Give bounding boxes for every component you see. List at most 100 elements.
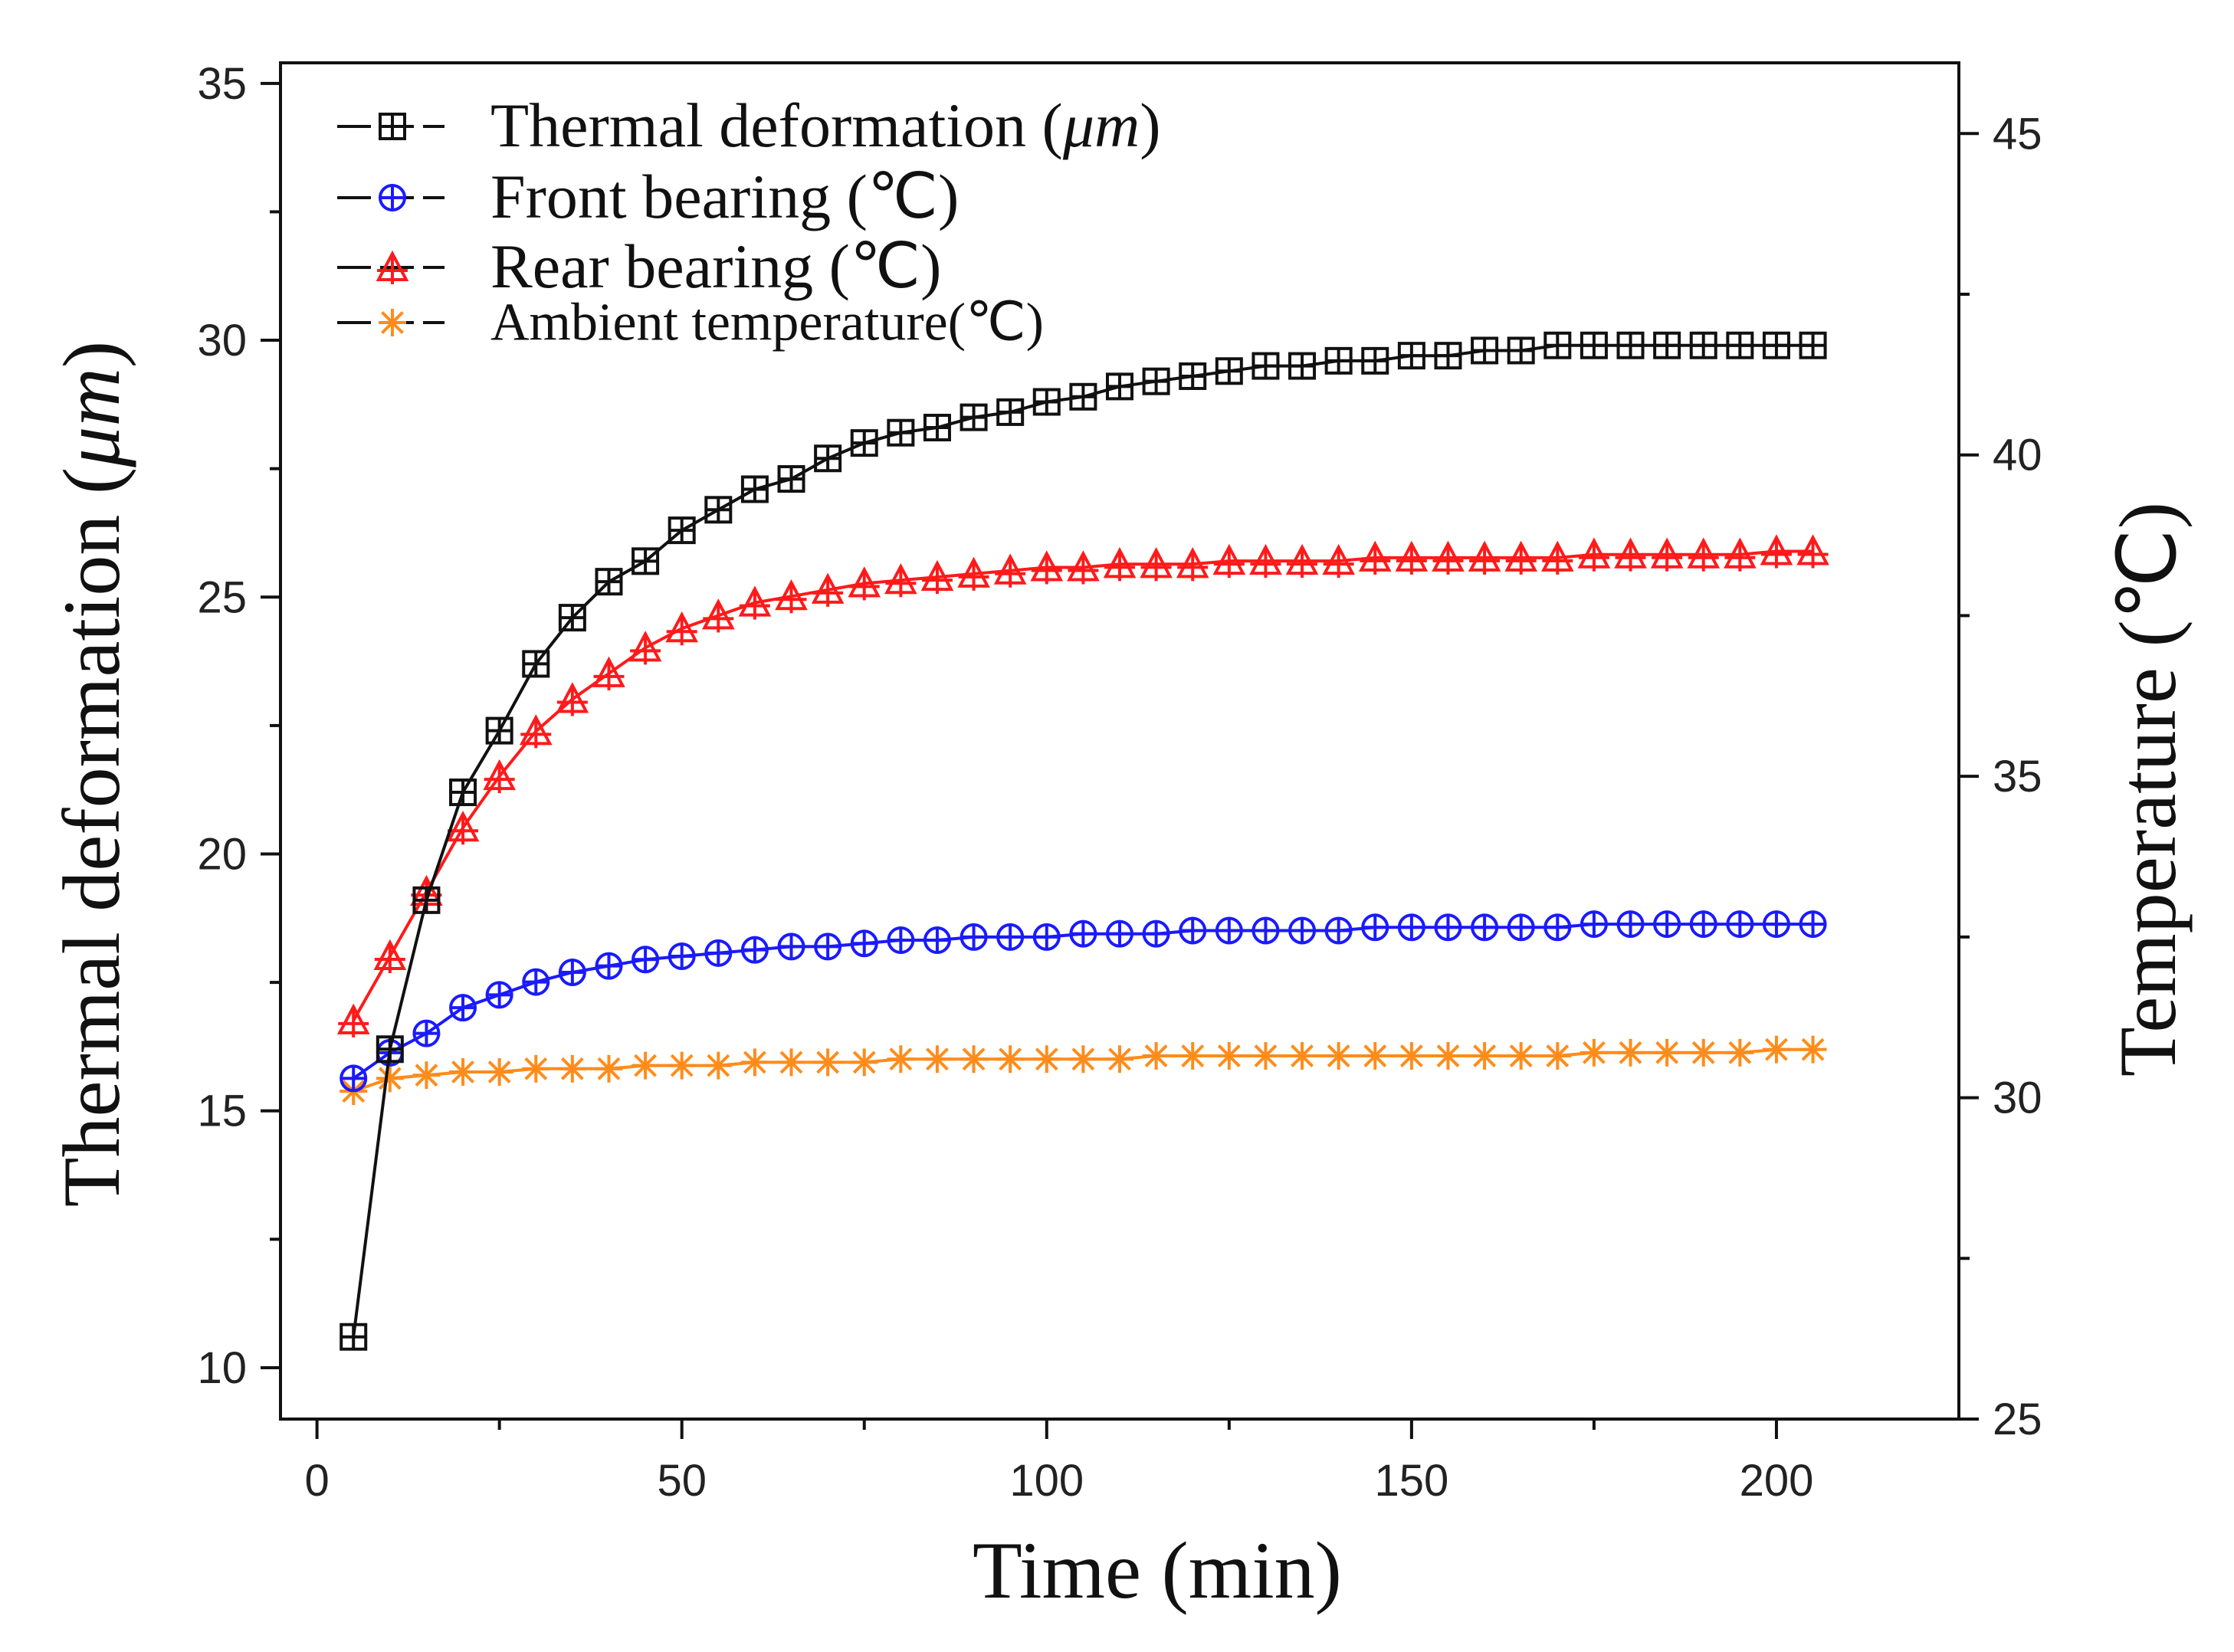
- y-right-tick-label: 40: [1993, 431, 2042, 480]
- data-point: [1179, 1042, 1207, 1070]
- data-point: [1285, 543, 1319, 579]
- data-point: [887, 418, 915, 447]
- data-point: [923, 414, 951, 442]
- marker-star-d2: [1765, 1037, 1788, 1061]
- marker-star-d2: [1509, 1044, 1533, 1067]
- data-point: [485, 981, 513, 1009]
- y-right-tick-label: 30: [1993, 1073, 2042, 1123]
- data-point: [740, 1048, 769, 1077]
- data-point: [1397, 1042, 1425, 1070]
- y-left-tick-label: 15: [197, 1087, 247, 1136]
- marker-star-d2: [1691, 1041, 1715, 1064]
- data-point: [777, 1048, 805, 1077]
- data-point: [1032, 1045, 1061, 1073]
- data-point: [1543, 331, 1572, 359]
- data-point: [960, 403, 988, 431]
- marker-star-d2: [1291, 1044, 1314, 1067]
- marker-star-d2: [670, 1054, 694, 1077]
- data-point: [1324, 346, 1353, 375]
- y-right-tick-label: 25: [1993, 1395, 2042, 1444]
- data-point: [1176, 547, 1209, 582]
- series-3: [340, 1035, 1827, 1106]
- data-point: [1799, 331, 1827, 359]
- data-point: [1434, 1042, 1462, 1070]
- data-point: [1142, 367, 1170, 395]
- data-point: [668, 1051, 696, 1080]
- data-point: [1288, 352, 1317, 380]
- data-point: [777, 465, 805, 493]
- marker-star-d2: [852, 1051, 876, 1074]
- marker-star-d2: [1728, 1041, 1752, 1064]
- y-axis-left: 10 15 20 25 30 35: [197, 59, 280, 1393]
- data-point: [376, 1035, 404, 1064]
- data-point: [1251, 916, 1280, 945]
- data-point: [558, 958, 586, 986]
- series-layer: [336, 331, 1829, 1351]
- data-point: [1069, 919, 1097, 948]
- marker-star-d2: [1399, 1044, 1423, 1067]
- data-point: [960, 923, 988, 951]
- data-point: [920, 559, 954, 595]
- data-point: [1580, 1038, 1608, 1067]
- data-point: [996, 1045, 1025, 1073]
- y-left-tick-label: 25: [197, 572, 247, 622]
- data-point: [1726, 1038, 1754, 1067]
- data-point: [1507, 1042, 1535, 1070]
- data-point: [1251, 1042, 1280, 1070]
- marker-star-d2: [560, 1057, 584, 1080]
- marker-star-d2: [1035, 1047, 1058, 1071]
- data-point: [775, 579, 808, 614]
- data-point: [960, 1045, 988, 1073]
- data-point: [1653, 331, 1681, 359]
- marker-star-d2: [524, 1057, 548, 1080]
- series-2: [336, 534, 1829, 1037]
- x-tick-label: 0: [304, 1456, 329, 1506]
- data-point: [485, 1058, 513, 1087]
- y-left-tick-label: 35: [197, 59, 247, 109]
- data-point: [887, 1045, 915, 1073]
- y-left-tick-label: 20: [197, 830, 247, 880]
- data-point: [522, 650, 550, 678]
- data-point: [993, 553, 1027, 588]
- data-point: [848, 566, 881, 601]
- data-point: [740, 475, 769, 503]
- data-point: [701, 598, 735, 633]
- data-point: [1358, 540, 1392, 575]
- data-point: [1762, 331, 1790, 359]
- legend-entry-3: Ambient temperature(℃): [337, 293, 1044, 352]
- data-point: [1580, 331, 1608, 359]
- marker-star-d2: [378, 1067, 402, 1090]
- marker-star-d2: [1071, 1047, 1095, 1071]
- data-point: [1397, 913, 1425, 942]
- data-point: [814, 444, 842, 473]
- legend-label: Ambient temperature(℃): [490, 293, 1044, 352]
- data-point: [923, 1045, 951, 1073]
- y-axis-left-title-close: ): [47, 341, 136, 368]
- legend-entry-1: Front bearing (℃): [337, 162, 959, 231]
- data-point: [1103, 547, 1137, 582]
- data-point: [1288, 1042, 1317, 1070]
- data-point: [595, 1054, 623, 1083]
- data-point: [628, 631, 662, 665]
- data-point: [850, 929, 878, 958]
- data-point: [996, 398, 1025, 426]
- data-point: [1432, 540, 1465, 575]
- y-left-tick-label: 10: [197, 1343, 247, 1393]
- data-point: [1395, 540, 1429, 575]
- marker-star-d2: [962, 1047, 986, 1071]
- data-point: [1616, 1038, 1645, 1067]
- plot-frame: [279, 61, 1960, 1421]
- data-point: [631, 547, 660, 575]
- data-point: [923, 926, 951, 955]
- data-point: [595, 568, 623, 596]
- data-point: [1069, 382, 1097, 411]
- data-point: [412, 1019, 441, 1047]
- data-point: [811, 572, 845, 607]
- marker-star-d2: [381, 311, 404, 334]
- data-point: [1616, 910, 1645, 939]
- marker-star-d2: [1582, 1041, 1606, 1064]
- data-point: [1215, 357, 1243, 385]
- marker-star-d2: [1655, 1041, 1679, 1064]
- data-point: [1468, 540, 1501, 575]
